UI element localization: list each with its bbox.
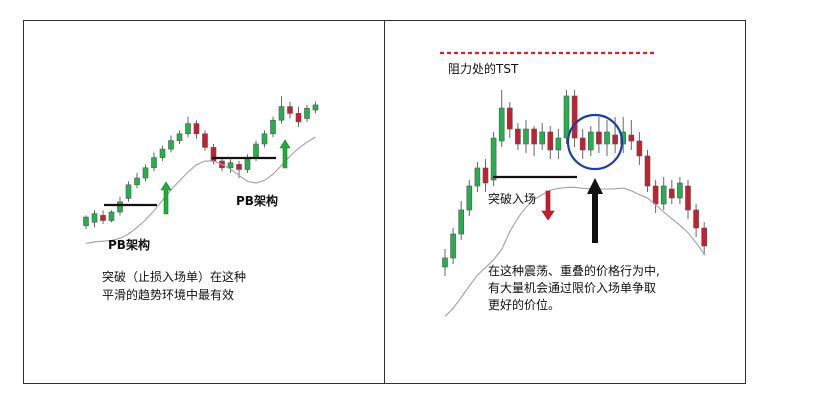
- left-candle: [125, 184, 132, 199]
- right-candle: [458, 209, 464, 235]
- right-candle: [482, 167, 489, 184]
- right-up-arrow: [587, 178, 603, 243]
- right-candle: [588, 131, 594, 151]
- right-candle: [644, 155, 651, 187]
- right-caption-line-1: 在这种震荡、重叠的价格行为中,: [488, 264, 660, 278]
- left-up-arrow-2: [279, 139, 291, 169]
- pb-label-left: PB架构: [108, 238, 150, 252]
- left-candle: [270, 119, 276, 135]
- left-candle: [151, 157, 157, 169]
- right-candle: [579, 137, 586, 151]
- left-candle: [312, 104, 319, 111]
- right-caption-line-2: 有大量机会通过限价入场单争取: [488, 281, 657, 295]
- breakout-entry-label: 突破入场: [488, 192, 537, 206]
- right-candle: [555, 137, 562, 151]
- left-candle: [202, 133, 208, 148]
- left-candle: [100, 215, 106, 221]
- left-up-arrow-1: [160, 181, 172, 215]
- right-caption-line-3: 更好的价位。: [488, 298, 561, 312]
- right-candle: [507, 107, 513, 130]
- right-candle: [531, 128, 537, 145]
- left-moving-average-line: [85, 136, 316, 244]
- left-candle: [83, 216, 89, 226]
- left-candle: [91, 213, 98, 223]
- left-candle: [261, 133, 268, 145]
- right-candle: [490, 137, 497, 181]
- right-candle: [693, 209, 699, 229]
- left-candle: [176, 133, 183, 141]
- right-candle: [652, 185, 659, 205]
- left-candle: [253, 143, 259, 158]
- right-candle: [677, 182, 683, 199]
- right-moving-average-line: [444, 186, 705, 317]
- left-candle: [244, 157, 251, 170]
- left-candle: [295, 113, 302, 123]
- right-candle: [685, 185, 691, 211]
- right-down-arrow: [541, 190, 555, 221]
- left-candle: [227, 162, 234, 169]
- right-candle: [660, 185, 667, 205]
- right-candle: [498, 107, 505, 142]
- left-candle: [159, 148, 166, 158]
- left-caption-line-1: 突破（止损入场单）在这种: [102, 270, 247, 284]
- resistance-label: 阻力处的TST: [448, 62, 519, 76]
- left-candle: [142, 167, 149, 179]
- left-candle: [134, 177, 140, 186]
- right-candle: [547, 131, 554, 151]
- right-candle: [596, 131, 602, 145]
- right-chart-panel: 阻力处的TST 突破入场 在这种震荡、重叠的价格行为中, 有大量机会通过限价入场…: [384, 20, 746, 384]
- left-candle: [278, 106, 285, 121]
- right-candlestick-chart: [440, 51, 708, 317]
- right-candle: [466, 185, 473, 211]
- tst-highlight-circle: [566, 113, 624, 171]
- right-candle: [668, 188, 675, 199]
- right-candle: [612, 134, 618, 145]
- left-candle: [193, 123, 200, 135]
- left-candle: [236, 164, 242, 170]
- left-candle: [117, 201, 123, 213]
- right-candle: [628, 134, 635, 142]
- left-candle: [304, 108, 310, 119]
- left-candlestick-chart: [83, 96, 319, 244]
- left-candle: [168, 140, 174, 150]
- right-candle: [563, 95, 570, 139]
- right-candle: [604, 131, 610, 145]
- right-candle: [539, 131, 545, 145]
- right-candle: [515, 128, 521, 145]
- left-caption-line-2: 平滑的趋势环境中最有效: [102, 288, 235, 302]
- left-candle: [287, 106, 293, 114]
- right-candle: [474, 167, 481, 187]
- right-candle: [571, 95, 578, 139]
- right-candle: [523, 128, 529, 145]
- right-candle: [636, 140, 643, 157]
- left-candle: [108, 211, 115, 221]
- right-candle: [450, 233, 456, 259]
- right-candle: [701, 227, 708, 247]
- left-chart-panel: PB架构 PB架构 突破（止损入场单）在这种 平滑的趋势环境中最有效: [23, 20, 385, 384]
- left-candle: [185, 123, 191, 135]
- pb-label-right: PB架构: [236, 194, 278, 208]
- right-candle: [442, 257, 448, 268]
